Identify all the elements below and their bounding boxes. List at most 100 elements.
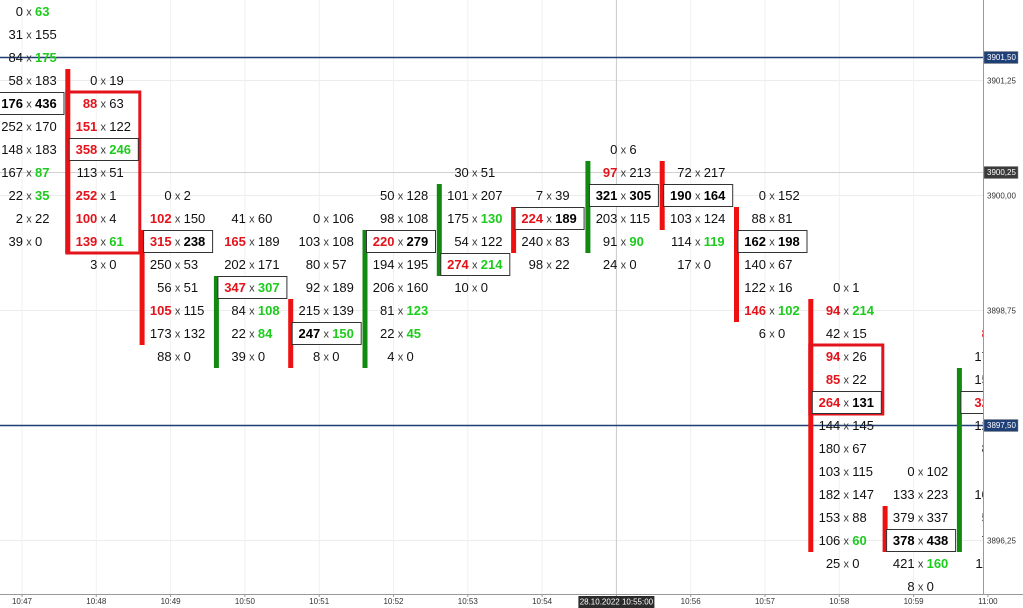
ask-volume: 22 — [35, 211, 49, 226]
separator: x — [26, 213, 32, 225]
footprint-cell: 17 x 0 — [677, 257, 711, 272]
poc-box — [886, 529, 957, 552]
footprint-cell: 175 x 130 — [447, 211, 502, 226]
ask-volume: 0 — [852, 556, 859, 571]
separator: x — [398, 351, 404, 363]
bid-volume: 106 — [819, 533, 841, 548]
footprint-cell: 94 x 26 — [826, 349, 867, 364]
separator: x — [769, 213, 775, 225]
price-marker-label: 3900,25 — [987, 168, 1016, 177]
separator: x — [323, 213, 329, 225]
ask-volume: 436 — [35, 96, 57, 111]
time-label: 10:49 — [161, 597, 182, 606]
separator: x — [472, 167, 478, 179]
time-label: 10:51 — [309, 597, 330, 606]
footprint-cell: 252 x 170 — [1, 119, 56, 134]
poc-box — [366, 230, 436, 253]
separator: x — [695, 259, 701, 271]
footprint-cell: 106 x 60 — [819, 533, 867, 548]
ask-volume: 217 — [704, 165, 726, 180]
bid-volume: 151 — [76, 119, 98, 134]
bid-volume: 220 — [373, 234, 395, 249]
bid-volume: 100 — [76, 211, 98, 226]
bid-volume: 22 — [380, 326, 394, 341]
ask-volume: 67 — [778, 257, 792, 272]
time-axis — [0, 594, 1023, 608]
footprint-cell: 2 x 22 — [16, 211, 50, 226]
bid-volume: 8 — [907, 579, 914, 594]
bid-volume: 114 — [671, 234, 692, 249]
ask-volume: 63 — [35, 4, 49, 19]
separator: x — [472, 259, 478, 271]
ask-volume: 0 — [35, 234, 42, 249]
bid-volume: 224 — [521, 211, 543, 226]
ask-volume: 2 — [184, 188, 191, 203]
footprint-cell: 247 x 150 — [291, 322, 362, 345]
footprint-cell: 144 x 145 — [819, 418, 874, 433]
ask-volume: 115 — [184, 303, 205, 318]
candle-body — [362, 230, 368, 368]
separator: x — [621, 213, 627, 225]
ask-volume: 81 — [778, 211, 792, 226]
bid-volume: 274 — [447, 257, 469, 272]
bid-volume: 146 — [744, 303, 766, 318]
separator: x — [398, 305, 404, 317]
separator: x — [101, 75, 107, 87]
bid-volume: 162 — [744, 234, 766, 249]
bid-volume: 22 — [231, 326, 245, 341]
separator: x — [695, 236, 701, 248]
separator: x — [101, 259, 107, 271]
separator: x — [844, 282, 850, 294]
ask-volume: 128 — [407, 188, 429, 203]
footprint-cell: 0 x 102 — [907, 464, 948, 479]
footprint-cell: 190 x 164 — [663, 184, 734, 207]
bid-volume: 30 — [454, 165, 468, 180]
ask-volume: 22 — [555, 257, 569, 272]
bid-volume: 103 — [670, 211, 692, 226]
ask-volume: 115 — [629, 211, 650, 226]
ask-volume: 0 — [704, 257, 711, 272]
separator: x — [769, 259, 775, 271]
bid-volume: 113 — [77, 165, 98, 180]
footprint-cell: 0 x 63 — [16, 4, 50, 19]
footprint-cell: 202 x 171 — [224, 257, 279, 272]
footprint-cell: 215 x 139 — [298, 303, 353, 318]
ask-volume: 123 — [407, 303, 429, 318]
ask-volume: 214 — [852, 303, 874, 318]
ask-volume: 67 — [852, 441, 866, 456]
footprint-cell: 88 x 0 — [157, 349, 191, 364]
separator: x — [844, 305, 850, 317]
bid-volume: 202 — [224, 257, 246, 272]
bid-volume: 31 — [9, 27, 23, 42]
bid-volume: 139 — [76, 234, 98, 249]
price-axis — [983, 0, 1023, 608]
bid-volume: 56 — [157, 280, 171, 295]
bid-volume: 0 — [610, 142, 617, 157]
separator: x — [101, 167, 107, 179]
separator: x — [398, 282, 404, 294]
candle-body — [585, 161, 591, 253]
separator: x — [918, 512, 924, 524]
price-marker-label: 3901,50 — [987, 53, 1016, 62]
bid-volume: 122 — [744, 280, 766, 295]
poc-box — [588, 184, 659, 207]
footprint-cell: 98 x 108 — [380, 211, 428, 226]
separator: x — [323, 305, 329, 317]
candle-body — [882, 506, 888, 552]
footprint-cell: 39 x 0 — [231, 349, 265, 364]
bid-volume: 7 — [536, 188, 543, 203]
bid-volume: 94 — [826, 303, 841, 318]
footprint-cell: 88 x 81 — [752, 211, 793, 226]
ask-volume: 132 — [184, 326, 206, 341]
crosshair-time-box — [578, 596, 655, 608]
footprint-cell: 250 x 53 — [150, 257, 198, 272]
ask-volume: 139 — [332, 303, 354, 318]
ask-volume: 307 — [258, 280, 280, 295]
footprint-cell: 103 x 115 — [819, 464, 873, 479]
ask-volume: 183 — [35, 73, 57, 88]
footprint-cell: 42 x 15 — [826, 326, 867, 341]
bid-volume: 88 — [83, 96, 97, 111]
ask-volume: 83 — [555, 234, 569, 249]
